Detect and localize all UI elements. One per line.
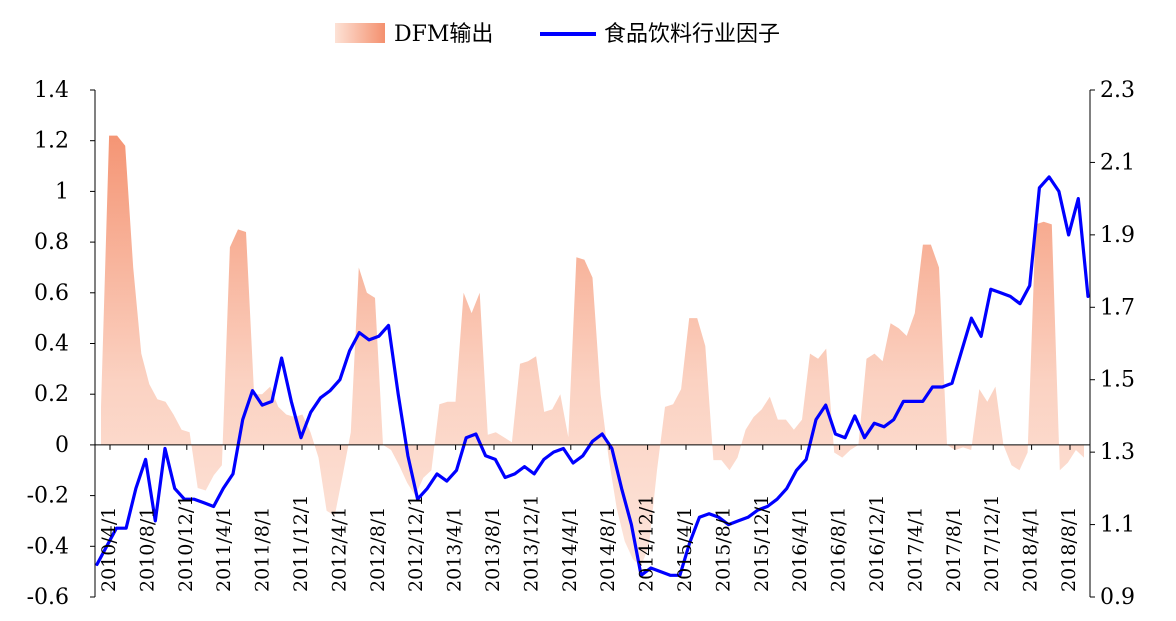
x-tick-label: 2017/12/1	[981, 495, 1003, 592]
series-area-dfm	[101, 135, 1084, 567]
left-tick-label: 0.8	[34, 230, 69, 255]
x-tick-label: 2017/4/1	[904, 507, 926, 592]
right-y-axis: 2.3 2.1 1.9 1.7 1.5 1.3 1.1 0.9	[1089, 78, 1135, 610]
x-tick-label: 2014/12/1	[636, 495, 658, 592]
x-tick-label: 2011/12/1	[290, 495, 312, 592]
right-tick-label: 2.3	[1100, 78, 1135, 103]
left-tick-label: 0	[55, 433, 69, 458]
left-tick-label: -0.2	[27, 484, 69, 509]
right-tick-label: 1.9	[1100, 223, 1135, 248]
right-tick-label: 1.1	[1100, 513, 1135, 538]
x-tick-label: 2011/4/1	[213, 507, 235, 592]
x-axis: 2010/4/1 2010/8/1 2010/12/1 2011/4/1 2011/8/…	[95, 444, 1090, 592]
legend-label-dfm: DFM输出	[394, 22, 493, 47]
x-tick-label: 2012/8/1	[367, 507, 389, 592]
x-tick-label: 2012/12/1	[405, 495, 427, 592]
series-line-factor	[95, 175, 1090, 577]
x-tick-label: 2014/4/1	[559, 507, 581, 592]
right-tick-label: 2.1	[1100, 150, 1135, 175]
x-tick-label: 2018/4/1	[1020, 507, 1042, 592]
x-tick-label: 2015/12/1	[751, 495, 773, 592]
left-tick-label: 1.2	[34, 129, 69, 154]
left-tick-label: 0.6	[34, 281, 69, 306]
legend-swatch-dfm	[335, 23, 385, 43]
left-y-axis: 1.4 1.2 1 0.8 0.6 0.4 0.2 0 -0.2 -0.4 -0.6	[27, 78, 96, 610]
left-tick-label: 1	[55, 179, 69, 204]
right-tick-label: 1.7	[1100, 295, 1135, 320]
right-tick-label: 0.9	[1100, 585, 1135, 610]
x-tick-label: 2013/12/1	[520, 495, 542, 592]
x-tick-label: 2016/12/1	[866, 495, 888, 592]
x-tick-label: 2016/8/1	[828, 507, 850, 592]
right-tick-label: 1.5	[1100, 368, 1135, 393]
x-tick-label: 2010/12/1	[175, 495, 197, 592]
left-tick-label: 1.4	[34, 78, 69, 103]
legend-label-factor: 食品饮料行业因子	[604, 22, 780, 47]
x-tick-label: 2015/8/1	[712, 507, 734, 592]
x-tick-label: 2018/8/1	[1058, 507, 1080, 592]
x-tick-label: 2014/8/1	[597, 507, 619, 592]
plot-area	[95, 135, 1090, 577]
x-tick-label: 2013/8/1	[482, 507, 504, 592]
x-tick-label: 2013/4/1	[444, 507, 466, 592]
left-tick-label: -0.6	[27, 585, 69, 610]
legend: DFM输出 食品饮料行业因子	[335, 22, 780, 47]
x-tick-label: 2010/8/1	[136, 507, 158, 592]
left-tick-label: 0.2	[34, 382, 69, 407]
x-tick-label: 2017/8/1	[943, 507, 965, 592]
x-tick-label: 2010/4/1	[98, 507, 120, 592]
x-tick-label: 2012/4/1	[328, 507, 350, 592]
x-tick-label: 2016/4/1	[789, 507, 811, 592]
right-tick-label: 1.3	[1100, 440, 1135, 465]
left-tick-label: 0.4	[34, 332, 69, 357]
left-tick-label: -0.4	[27, 534, 69, 559]
x-tick-label: 2011/8/1	[252, 507, 274, 592]
x-tick-label: 2015/4/1	[674, 507, 696, 592]
